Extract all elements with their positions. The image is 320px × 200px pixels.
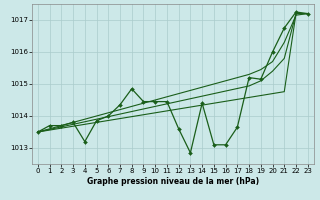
X-axis label: Graphe pression niveau de la mer (hPa): Graphe pression niveau de la mer (hPa) <box>87 177 259 186</box>
